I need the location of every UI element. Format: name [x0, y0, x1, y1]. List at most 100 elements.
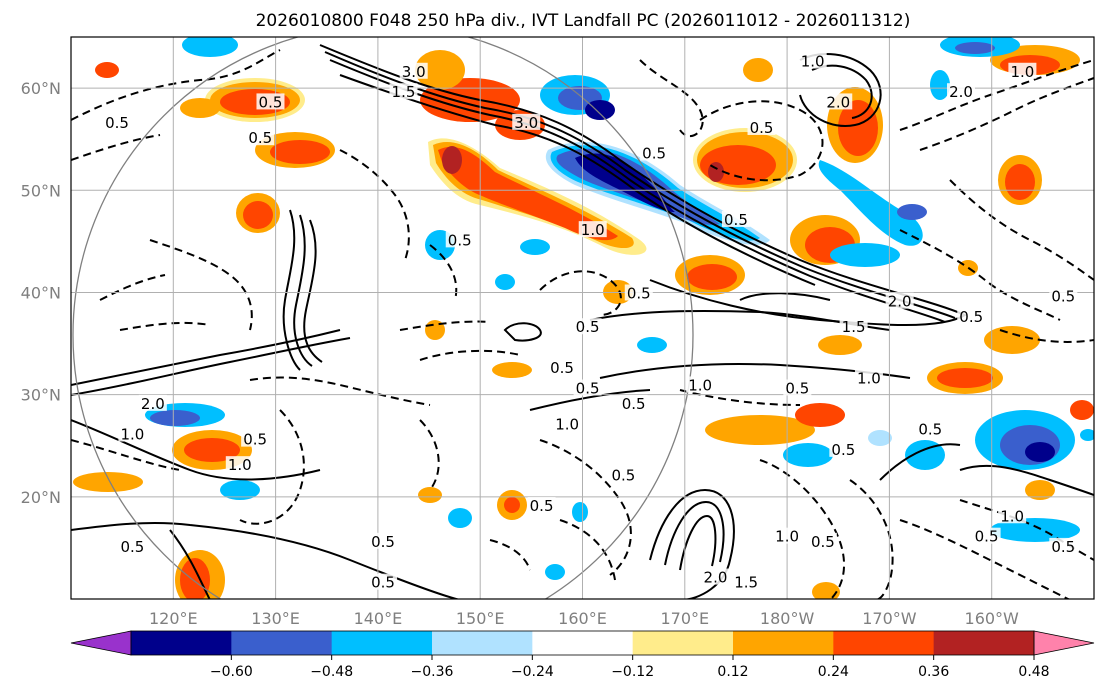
- contour-label: 0.5: [642, 145, 666, 163]
- colorbar-tick-label: −0.12: [611, 664, 654, 680]
- contour-label-bg: [241, 430, 270, 447]
- contour-label: 1.0: [581, 221, 605, 239]
- contour-label: 1.0: [120, 426, 144, 444]
- colorbar-segment: [632, 631, 734, 655]
- contour-label-bg: [808, 532, 837, 549]
- lon-tick-label: 170°W: [862, 609, 917, 628]
- contour-label: 1.5: [842, 318, 866, 336]
- contour-label-bg: [512, 113, 541, 130]
- lat-tick-label: 50°N: [21, 181, 61, 200]
- colorbar-segment: [833, 631, 935, 655]
- contour-label-bg: [783, 379, 812, 396]
- contour-label: 0.5: [550, 359, 574, 377]
- contour-label: 0.5: [811, 533, 835, 551]
- contour-label: 2.0: [141, 395, 165, 413]
- colorbar-segment: [231, 631, 333, 655]
- contour-label: 0.5: [243, 431, 267, 449]
- contour-label: 0.5: [448, 231, 472, 249]
- colorbar-tick-label: 0.24: [818, 664, 849, 680]
- lon-tick-label: 120°E: [149, 609, 198, 628]
- contour-label: 0.5: [105, 114, 129, 132]
- contour-label: 2.0: [888, 293, 912, 311]
- contour-label-bg: [609, 466, 638, 483]
- contour-label-bg: [640, 144, 669, 161]
- colorbar-segment: [432, 631, 533, 655]
- map-panel: 3.01.53.01.00.50.50.50.51.00.50.50.5 2.01…: [70, 36, 1095, 600]
- colorbar-extend-high: [1033, 630, 1095, 656]
- contour-label: 0.5: [576, 380, 600, 398]
- contour-label-bg: [998, 507, 1027, 524]
- contour-label: 0.5: [576, 318, 600, 336]
- contour-label-bg: [824, 93, 853, 110]
- contour-label-bg: [118, 425, 147, 442]
- lon-tick-label: 130°E: [251, 609, 300, 628]
- contour-label: 3.0: [402, 63, 426, 81]
- lat-tick-label: 20°N: [21, 488, 61, 507]
- contour-label: 0.5: [831, 441, 855, 459]
- contour-label-bg: [885, 292, 914, 309]
- contour-label-bg: [573, 379, 602, 396]
- contour-label: 0.5: [785, 380, 809, 398]
- colorbar-tick-label: −0.48: [310, 664, 353, 680]
- contour-label-bg: [445, 231, 474, 248]
- contour-label-bg: [225, 456, 254, 473]
- contour-label-bg: [369, 573, 398, 590]
- contour-label-bg: [1049, 537, 1078, 554]
- contour-label-bg: [747, 118, 776, 135]
- contour-label: 0.5: [1051, 288, 1075, 306]
- colorbar-tick-label: −0.24: [511, 664, 554, 680]
- contour-label: 0.5: [248, 129, 272, 147]
- contour-label-bg: [548, 359, 577, 376]
- lon-tick-label: 160°W: [965, 609, 1020, 628]
- contour-label: 0.5: [1051, 538, 1075, 556]
- graticule: [71, 37, 1094, 599]
- contour-label: 0.5: [622, 395, 646, 413]
- contour-label-bg: [686, 376, 715, 393]
- contour-label-bg: [957, 308, 986, 324]
- lon-tick-label: 170°E: [660, 609, 709, 628]
- contour-label-bg: [1049, 287, 1078, 304]
- contour-label: 1.0: [801, 53, 825, 71]
- contour-label-bg: [829, 440, 858, 457]
- colorbar-tick-label: 0.36: [918, 664, 949, 680]
- contour-label: 1.0: [688, 376, 712, 394]
- contour-label: 1.5: [392, 83, 416, 101]
- lon-tick-label: 160°E: [558, 609, 607, 628]
- contour-label-bg: [1008, 62, 1037, 79]
- colorbar-frame: [130, 630, 1035, 656]
- longitude-tick-labels: 120°E 130°E 140°E 150°E 160°E 170°E 180°W 170°W…: [149, 609, 1019, 628]
- colorbar-extend-low: [70, 630, 132, 656]
- contour-label: 0.5: [627, 284, 651, 302]
- contour-label-bg: [103, 113, 132, 130]
- contour-label: 0.5: [371, 533, 395, 551]
- contour-label-bg: [839, 318, 868, 335]
- range-ring: [72, 37, 694, 599]
- contour-label: 0.5: [750, 119, 774, 137]
- contour-label: 0.5: [371, 574, 395, 592]
- contour-labels: 3.01.53.01.00.50.50.50.51.00.50.50.5 2.01…: [103, 52, 1078, 592]
- contour-label: 1.0: [857, 369, 881, 387]
- contour-label-bg: [947, 83, 976, 100]
- contour-label-bg: [138, 394, 167, 411]
- colorbar-tick-label: 0.12: [717, 664, 748, 680]
- lon-tick-label: 150°E: [456, 609, 505, 628]
- contour-label: 3.0: [514, 114, 538, 132]
- contour-lines-dashed: [71, 49, 1094, 599]
- contour-label: 2.0: [704, 569, 728, 587]
- contour-label-bg: [732, 573, 761, 590]
- contour-label-bg: [389, 83, 418, 100]
- contour-label: 0.5: [724, 211, 748, 229]
- contour-label: 1.0: [228, 456, 252, 474]
- colorbar: −0.60 −0.48 −0.36 −0.24 −0.12 0.12 0.24 0.36 0.4…: [70, 630, 1095, 680]
- colorbar-segment: [331, 631, 433, 655]
- contour-label-bg: [369, 532, 398, 549]
- contour-label: 0.5: [120, 538, 144, 556]
- contour-label: 1.0: [555, 415, 579, 433]
- contour-label-bg: [399, 62, 428, 79]
- lat-tick-label: 40°N: [21, 283, 61, 302]
- lon-tick-label: 140°E: [354, 609, 403, 628]
- contour-label-bg: [701, 568, 730, 585]
- contour-label-bg: [578, 221, 607, 238]
- colorbar-segment: [933, 631, 1035, 655]
- contour-label-bg: [118, 537, 147, 554]
